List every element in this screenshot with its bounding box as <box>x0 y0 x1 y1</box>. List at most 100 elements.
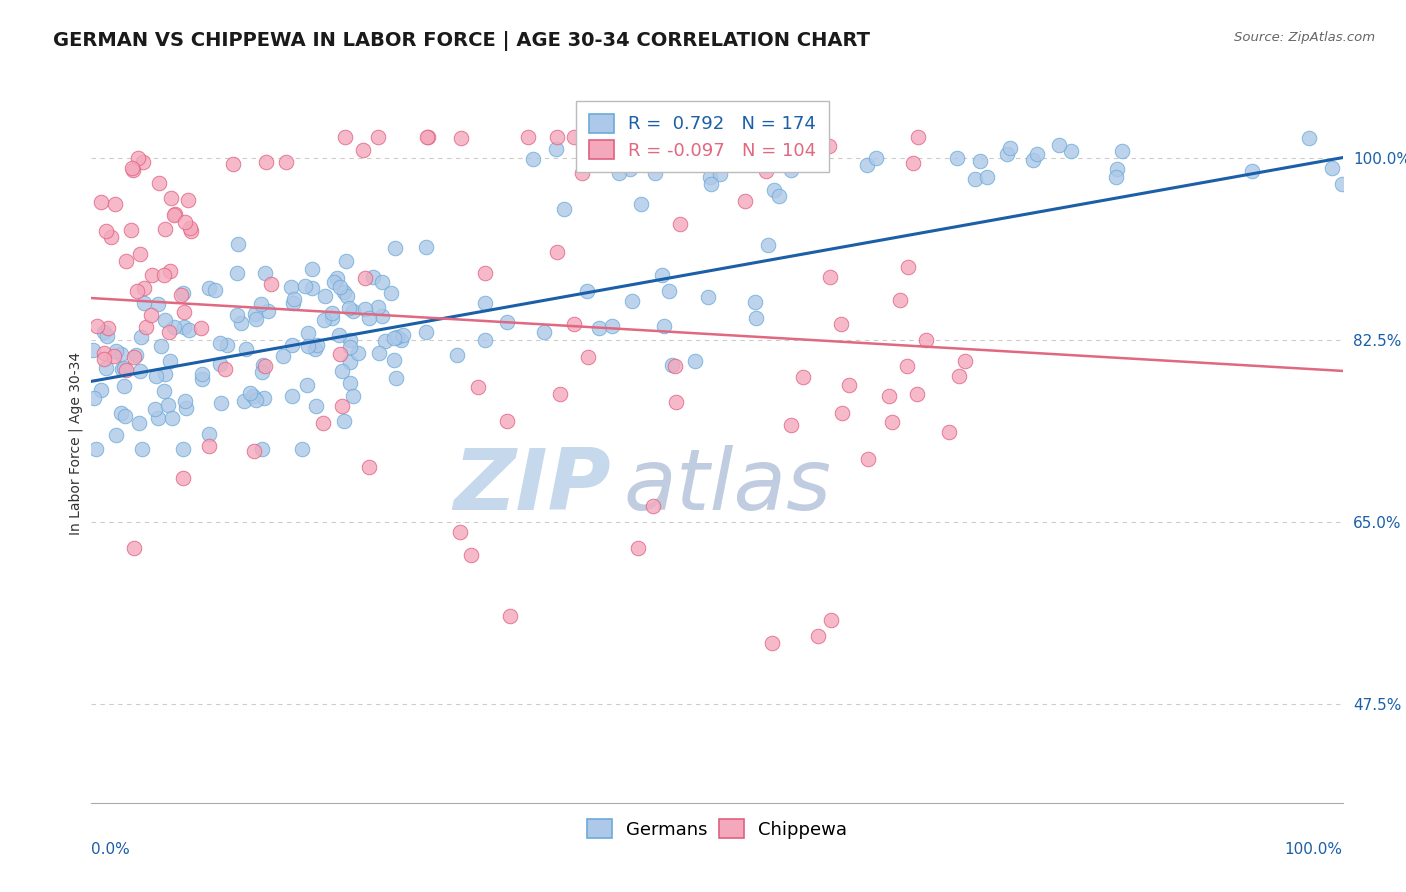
Point <box>314 289 336 303</box>
Point <box>328 328 350 343</box>
Point <box>474 333 496 347</box>
Point <box>153 384 176 398</box>
Point <box>156 398 179 412</box>
Point <box>607 166 630 180</box>
Point <box>90 383 112 397</box>
Point <box>1060 145 1083 159</box>
Point <box>131 442 153 456</box>
Point <box>128 247 150 261</box>
Point <box>253 266 276 280</box>
Point <box>1240 164 1263 178</box>
Point <box>751 132 773 146</box>
Point <box>93 352 115 367</box>
Point <box>780 163 803 178</box>
Point <box>146 410 169 425</box>
Point <box>132 296 155 310</box>
Point <box>709 167 731 181</box>
Point <box>179 221 201 235</box>
Point <box>380 286 402 301</box>
Text: ZIP: ZIP <box>453 445 610 528</box>
Point <box>141 268 163 282</box>
Point <box>283 292 305 306</box>
Point <box>235 343 257 357</box>
Point <box>339 334 361 348</box>
Point <box>333 414 356 428</box>
Point <box>159 264 181 278</box>
Point <box>1105 170 1128 185</box>
Point <box>114 409 136 423</box>
Point <box>914 333 936 347</box>
Point <box>333 285 356 300</box>
Point <box>86 442 108 456</box>
Point <box>294 279 316 293</box>
Point <box>120 223 142 237</box>
Point <box>94 224 117 238</box>
Point <box>446 348 468 362</box>
Point <box>214 362 236 376</box>
Point <box>354 301 377 316</box>
Point <box>250 442 273 456</box>
Point <box>818 139 841 153</box>
Point <box>112 360 135 375</box>
Point <box>125 348 148 362</box>
Point <box>122 162 145 177</box>
Point <box>163 207 186 221</box>
Point <box>280 338 302 352</box>
Point <box>416 129 439 144</box>
Point <box>321 306 343 320</box>
Point <box>305 338 328 352</box>
Point <box>160 411 183 425</box>
Point <box>339 355 361 369</box>
Point <box>562 130 585 145</box>
Point <box>157 325 180 339</box>
Point <box>668 217 690 231</box>
Point <box>105 428 128 442</box>
Point <box>172 285 194 300</box>
Point <box>314 313 336 327</box>
Point <box>153 268 176 282</box>
Point <box>163 209 186 223</box>
Point <box>339 376 361 390</box>
Point <box>295 377 318 392</box>
Point <box>415 240 437 254</box>
Point <box>198 280 221 294</box>
Point <box>239 385 262 400</box>
Point <box>330 364 353 378</box>
Point <box>382 331 405 345</box>
Point <box>96 329 118 343</box>
Point <box>495 315 517 329</box>
Point <box>173 304 195 318</box>
Point <box>179 323 201 337</box>
Point <box>226 266 249 280</box>
Point <box>329 347 352 361</box>
Point <box>818 269 841 284</box>
Point <box>291 442 314 456</box>
Point <box>1105 162 1128 177</box>
Point <box>301 280 323 294</box>
Point <box>714 129 737 144</box>
Point <box>976 169 998 184</box>
Point <box>498 609 520 624</box>
Point <box>789 144 811 158</box>
Point <box>131 330 153 344</box>
Point <box>229 316 252 330</box>
Point <box>946 151 969 165</box>
Point <box>304 342 326 356</box>
Point <box>273 349 295 363</box>
Point <box>135 320 157 334</box>
Point <box>330 399 353 413</box>
Point <box>86 318 108 333</box>
Point <box>172 442 194 456</box>
Point <box>93 346 115 360</box>
Point <box>336 289 359 303</box>
Point <box>153 368 176 382</box>
Point <box>768 188 790 202</box>
Point <box>122 350 145 364</box>
Point <box>254 154 277 169</box>
Point <box>257 303 280 318</box>
Point <box>467 380 489 394</box>
Point <box>215 337 238 351</box>
Point <box>112 379 135 393</box>
Legend: Germans, Chippewa: Germans, Chippewa <box>578 810 856 847</box>
Point <box>361 269 384 284</box>
